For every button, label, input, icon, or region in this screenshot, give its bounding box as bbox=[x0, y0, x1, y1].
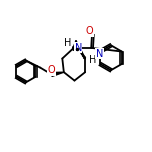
Text: H: H bbox=[89, 55, 96, 65]
Text: N: N bbox=[75, 43, 82, 53]
Polygon shape bbox=[51, 72, 64, 76]
Text: O: O bbox=[86, 26, 93, 36]
Text: N: N bbox=[96, 49, 103, 59]
Polygon shape bbox=[73, 47, 78, 50]
Text: O: O bbox=[48, 65, 55, 75]
Text: H: H bbox=[64, 38, 71, 48]
